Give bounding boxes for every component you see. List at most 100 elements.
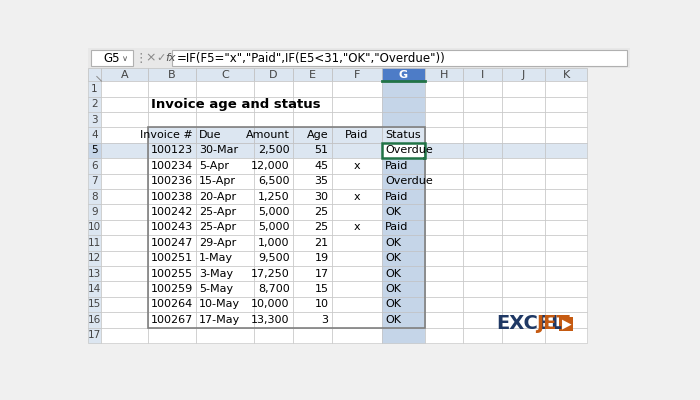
- Bar: [196, 328, 254, 343]
- Bar: [148, 81, 196, 96]
- Text: J: J: [522, 70, 525, 80]
- Text: Status: Status: [385, 130, 421, 140]
- Bar: [148, 112, 196, 127]
- Bar: [545, 235, 587, 250]
- Bar: [102, 158, 148, 174]
- Bar: [102, 127, 148, 143]
- Bar: [102, 68, 148, 81]
- Text: 25-Apr: 25-Apr: [199, 222, 236, 232]
- Text: 8,700: 8,700: [258, 284, 290, 294]
- Bar: [502, 250, 545, 266]
- Bar: [382, 312, 425, 328]
- Bar: [88, 143, 102, 158]
- Bar: [332, 68, 382, 81]
- Text: 100234: 100234: [150, 161, 193, 171]
- Text: 15: 15: [88, 300, 101, 310]
- Text: 13: 13: [88, 269, 101, 279]
- Bar: [88, 48, 630, 68]
- Bar: [293, 281, 332, 297]
- Text: 5,000: 5,000: [258, 222, 290, 232]
- Bar: [332, 112, 382, 127]
- Bar: [148, 220, 196, 235]
- Text: 14: 14: [88, 284, 101, 294]
- Bar: [502, 235, 545, 250]
- Text: H: H: [440, 70, 448, 80]
- Bar: [545, 174, 587, 189]
- Bar: [88, 220, 102, 235]
- Bar: [148, 96, 196, 112]
- Text: 9,500: 9,500: [258, 253, 290, 263]
- Text: 30: 30: [314, 192, 328, 202]
- Bar: [425, 312, 463, 328]
- Text: 2,500: 2,500: [258, 146, 290, 156]
- Bar: [148, 127, 196, 143]
- Text: ⋮: ⋮: [134, 52, 147, 64]
- Bar: [425, 281, 463, 297]
- Text: 35: 35: [314, 176, 328, 186]
- Bar: [382, 281, 425, 297]
- Bar: [425, 143, 463, 158]
- Bar: [196, 204, 254, 220]
- Text: G5: G5: [104, 52, 120, 64]
- Bar: [382, 204, 425, 220]
- Bar: [148, 127, 425, 328]
- Bar: [463, 266, 502, 281]
- Bar: [293, 235, 332, 250]
- Bar: [332, 297, 382, 312]
- Bar: [332, 143, 382, 158]
- Bar: [332, 204, 382, 220]
- Bar: [102, 143, 148, 158]
- Bar: [88, 189, 102, 204]
- Text: ×: ×: [145, 52, 155, 64]
- Bar: [545, 204, 587, 220]
- Text: 3: 3: [321, 315, 328, 325]
- Bar: [88, 158, 102, 174]
- Text: OK: OK: [385, 284, 401, 294]
- Bar: [254, 112, 293, 127]
- Text: 100243: 100243: [150, 222, 193, 232]
- Text: E: E: [309, 70, 316, 80]
- Bar: [88, 312, 102, 328]
- Bar: [88, 281, 102, 297]
- Text: Paid: Paid: [385, 161, 409, 171]
- Bar: [88, 96, 102, 112]
- Bar: [463, 250, 502, 266]
- Bar: [463, 174, 502, 189]
- Bar: [102, 112, 148, 127]
- Bar: [172, 50, 627, 66]
- Text: 25: 25: [314, 222, 328, 232]
- Bar: [463, 204, 502, 220]
- Text: 5-May: 5-May: [199, 284, 233, 294]
- Text: 17: 17: [314, 269, 328, 279]
- Bar: [382, 143, 425, 158]
- Bar: [332, 220, 382, 235]
- Bar: [88, 174, 102, 189]
- Bar: [196, 127, 254, 143]
- Bar: [502, 189, 545, 204]
- Bar: [148, 127, 196, 143]
- Bar: [102, 235, 148, 250]
- Bar: [196, 189, 254, 204]
- Bar: [196, 81, 254, 96]
- Text: 17: 17: [88, 330, 101, 340]
- Bar: [502, 328, 545, 343]
- Bar: [102, 96, 148, 112]
- Bar: [293, 204, 332, 220]
- Bar: [382, 328, 425, 343]
- Bar: [102, 220, 148, 235]
- Bar: [463, 96, 502, 112]
- Bar: [332, 312, 382, 328]
- Bar: [102, 328, 148, 343]
- Bar: [148, 328, 196, 343]
- Bar: [102, 297, 148, 312]
- Text: 4: 4: [91, 130, 98, 140]
- Text: Paid: Paid: [385, 222, 409, 232]
- Bar: [196, 220, 254, 235]
- Bar: [502, 143, 545, 158]
- Bar: [463, 189, 502, 204]
- Bar: [196, 127, 254, 143]
- Text: 13,300: 13,300: [251, 315, 290, 325]
- Bar: [254, 158, 293, 174]
- Text: 100251: 100251: [150, 253, 193, 263]
- Bar: [332, 281, 382, 297]
